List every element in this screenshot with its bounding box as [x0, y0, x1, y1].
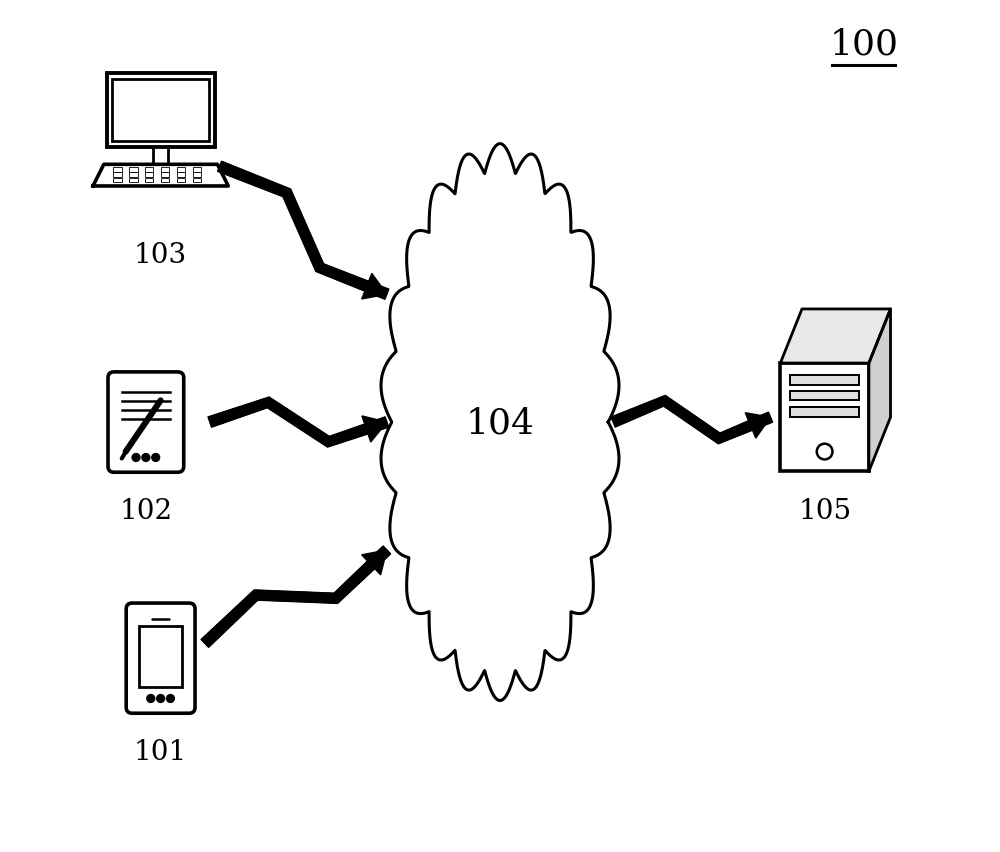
Bar — [129, 178, 138, 183]
FancyBboxPatch shape — [108, 372, 184, 473]
Bar — [107, 74, 215, 147]
Bar — [177, 178, 185, 183]
Polygon shape — [780, 309, 891, 364]
Circle shape — [167, 694, 174, 703]
Bar — [145, 178, 153, 183]
Bar — [780, 364, 869, 472]
Bar — [145, 173, 153, 177]
Bar — [113, 173, 122, 177]
Bar — [161, 178, 169, 183]
Bar — [193, 168, 201, 172]
Polygon shape — [869, 309, 891, 472]
Bar — [113, 168, 122, 172]
Polygon shape — [93, 165, 228, 187]
Text: 101: 101 — [134, 738, 187, 765]
Bar — [139, 626, 182, 687]
Polygon shape — [381, 145, 619, 700]
Bar — [161, 168, 169, 172]
Bar — [161, 173, 169, 177]
Bar — [129, 173, 138, 177]
Bar — [193, 173, 201, 177]
Bar — [129, 168, 138, 172]
Text: 105: 105 — [798, 498, 851, 525]
Bar — [112, 79, 209, 141]
Circle shape — [817, 444, 832, 460]
Polygon shape — [362, 274, 387, 300]
Bar — [790, 408, 859, 417]
Text: 100: 100 — [829, 27, 898, 61]
Polygon shape — [362, 417, 387, 442]
Polygon shape — [208, 398, 389, 447]
Bar — [790, 376, 859, 385]
Circle shape — [152, 454, 160, 462]
Polygon shape — [218, 162, 389, 300]
Circle shape — [132, 454, 140, 462]
Bar — [193, 178, 201, 183]
Polygon shape — [611, 396, 773, 444]
Polygon shape — [745, 413, 771, 439]
Bar — [790, 391, 859, 401]
FancyBboxPatch shape — [126, 603, 195, 713]
Text: 103: 103 — [134, 242, 187, 269]
Bar — [177, 168, 185, 172]
Circle shape — [147, 694, 155, 703]
Circle shape — [157, 694, 165, 703]
Bar — [177, 173, 185, 177]
Polygon shape — [153, 147, 168, 165]
Polygon shape — [201, 546, 391, 648]
Circle shape — [142, 454, 150, 462]
Bar — [145, 168, 153, 172]
Bar — [113, 178, 122, 183]
Text: 104: 104 — [466, 406, 534, 440]
Polygon shape — [362, 550, 387, 575]
Text: 102: 102 — [119, 498, 172, 525]
